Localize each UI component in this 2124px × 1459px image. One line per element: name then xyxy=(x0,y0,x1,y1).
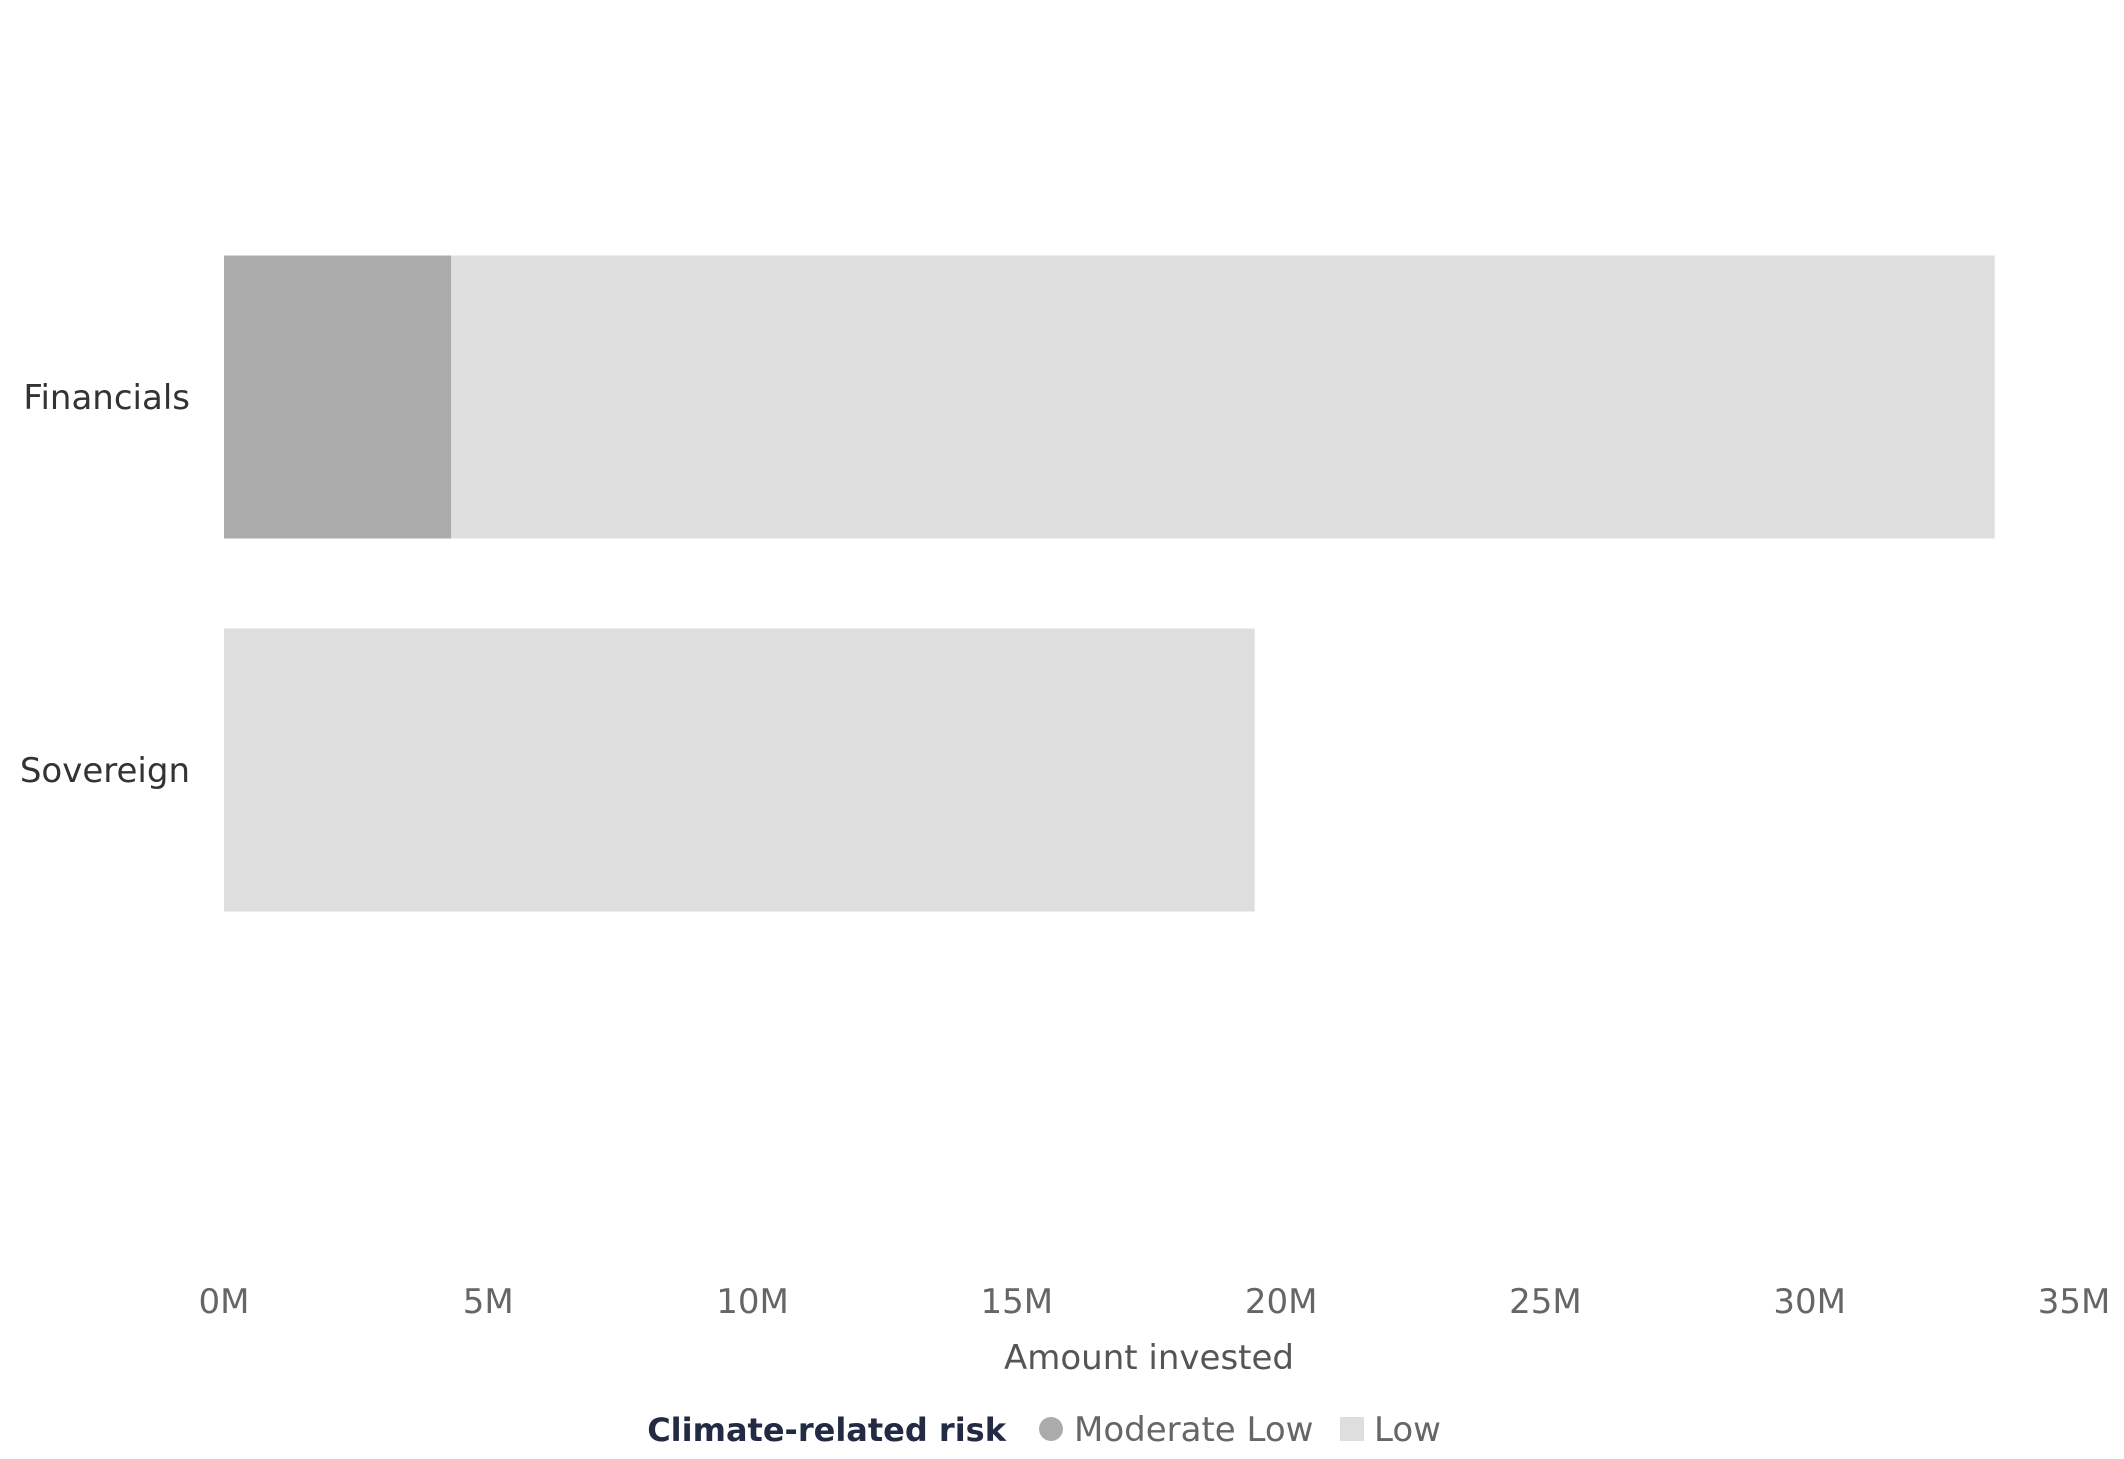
bar-financials-low[interactable] xyxy=(451,255,1995,539)
x-tick-label: 10M xyxy=(716,1282,789,1322)
x-tick-label: 15M xyxy=(981,1282,1054,1322)
bar-financials-moderate-low[interactable] xyxy=(224,255,452,539)
category-labels: Financials Sovereign xyxy=(20,378,190,791)
category-label-sovereign: Sovereign xyxy=(20,751,190,791)
bar-sovereign-low[interactable] xyxy=(224,628,1255,912)
x-tick-label: 20M xyxy=(1245,1282,1318,1322)
x-tick-label: 30M xyxy=(1773,1282,1846,1322)
bars-layer xyxy=(224,255,1995,912)
x-tick-label: 0M xyxy=(199,1282,250,1322)
category-label-financials: Financials xyxy=(23,378,190,418)
x-tick-label: 5M xyxy=(463,1282,514,1322)
legend[interactable]: Climate-related risk Moderate Low Low xyxy=(647,1410,1441,1450)
x-tick-label: 35M xyxy=(2038,1282,2111,1322)
legend-label-moderate-low: Moderate Low xyxy=(1074,1410,1313,1450)
x-axis-title: Amount invested xyxy=(1004,1338,1294,1378)
x-tick-labels: 0M 5M 10M 15M 20M 25M 30M 35M xyxy=(199,1282,2111,1322)
legend-marker-moderate-low xyxy=(1039,1417,1063,1441)
x-tick-label: 25M xyxy=(1509,1282,1582,1322)
legend-label-low: Low xyxy=(1374,1410,1441,1450)
legend-marker-low xyxy=(1340,1417,1364,1441)
legend-title: Climate-related risk xyxy=(647,1411,1007,1449)
